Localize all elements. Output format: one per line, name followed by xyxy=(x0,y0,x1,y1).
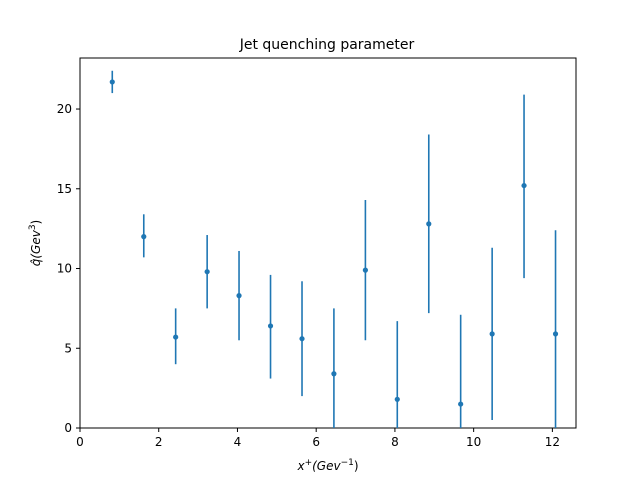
data-point xyxy=(236,293,242,299)
y-axis-label-unit-sup: 3 xyxy=(28,224,38,230)
x-axis-label-unit: (Gev xyxy=(312,459,341,473)
data-point xyxy=(426,221,432,227)
x-axis-label-base: x xyxy=(296,459,305,473)
x-tick-label: 8 xyxy=(391,435,399,449)
x-axis-label-unit-sup: −1 xyxy=(341,458,354,468)
data-point xyxy=(458,401,464,407)
chart-title: Jet quenching parameter xyxy=(239,37,415,53)
y-tick-label: 5 xyxy=(64,341,72,355)
x-tick-label: 6 xyxy=(312,435,320,449)
y-axis-label: q̂(Gev3) xyxy=(28,220,43,267)
data-points xyxy=(109,79,559,407)
data-point xyxy=(267,323,274,329)
plot-area xyxy=(79,57,577,429)
data-point xyxy=(521,182,527,189)
y-axis-label-close: ) xyxy=(29,220,43,225)
data-point xyxy=(362,267,368,273)
data-point xyxy=(109,79,115,85)
x-tick-label: 12 xyxy=(545,435,560,449)
data-point xyxy=(489,331,495,337)
x-axis-label: x+(Gev−1) xyxy=(296,458,358,473)
x-axis: 0 2 4 6 8 10 12 xyxy=(76,428,560,449)
y-tick-label: 15 xyxy=(57,182,72,196)
axes-frame xyxy=(79,57,577,429)
y-tick-label: 10 xyxy=(57,262,72,276)
data-point xyxy=(552,331,559,337)
x-tick-label: 2 xyxy=(155,435,163,449)
y-axis: 0 5 10 15 20 xyxy=(57,102,80,435)
x-axis-label-sup: + xyxy=(305,458,313,468)
data-point xyxy=(394,396,400,402)
y-tick-label: 20 xyxy=(57,102,72,116)
y-axis-label-base: q̂ xyxy=(29,258,43,266)
x-axis-label-close: ) xyxy=(354,459,359,473)
x-tick-label: 10 xyxy=(466,435,481,449)
y-axis-label-unit: (Gev xyxy=(29,229,43,258)
data-point xyxy=(204,269,210,275)
x-tick-label: 0 xyxy=(76,435,84,449)
data-point xyxy=(299,336,305,342)
data-point xyxy=(173,334,179,340)
y-tick-label: 0 xyxy=(64,421,72,435)
data-point xyxy=(331,371,337,377)
x-tick-label: 4 xyxy=(234,435,242,449)
data-point xyxy=(141,234,147,240)
